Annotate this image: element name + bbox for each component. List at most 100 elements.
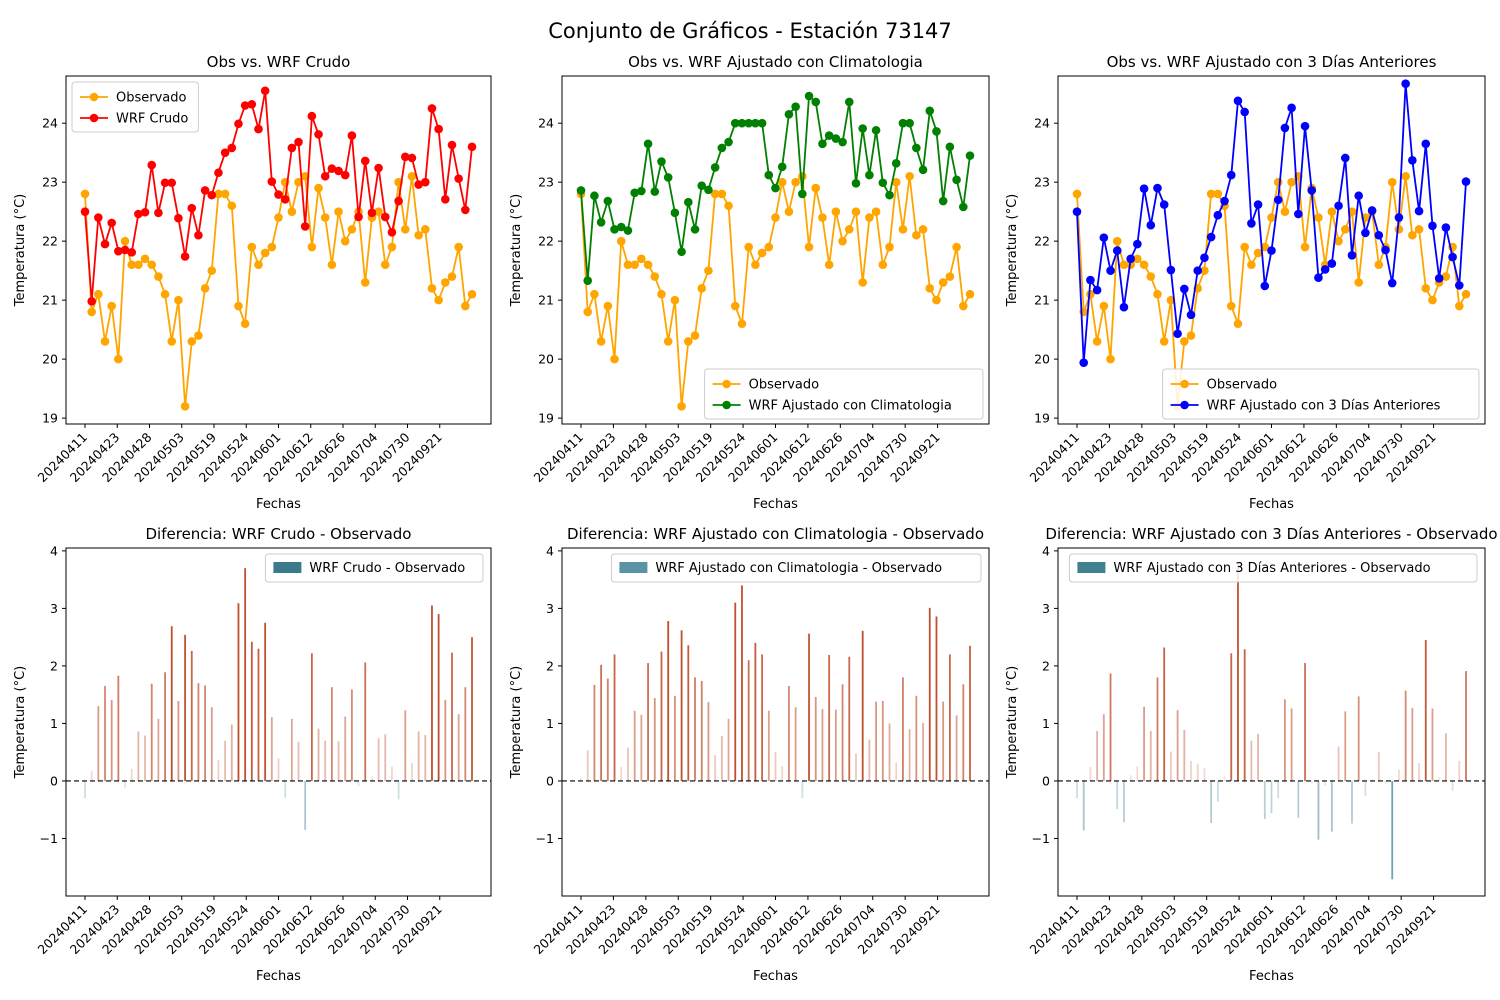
bar bbox=[1136, 766, 1139, 781]
data-point bbox=[347, 131, 357, 140]
bar bbox=[170, 626, 173, 781]
data-point bbox=[1247, 219, 1256, 228]
y-tick-label: 23 bbox=[538, 175, 554, 190]
data-point bbox=[1166, 265, 1176, 275]
data-point bbox=[1300, 242, 1310, 252]
bar bbox=[471, 637, 473, 781]
data-point bbox=[1253, 200, 1263, 209]
data-point bbox=[120, 236, 130, 246]
data-point bbox=[637, 254, 646, 264]
bar bbox=[1250, 740, 1253, 781]
chart-panel-5: Diferencia: WRF Ajustado con Climatologi… bbox=[509, 525, 990, 984]
data-point bbox=[154, 272, 163, 281]
bar bbox=[955, 715, 958, 781]
data-point bbox=[777, 162, 787, 172]
data-point bbox=[234, 119, 243, 129]
data-point bbox=[360, 278, 370, 287]
y-axis-label: Temperatura (°C) bbox=[509, 666, 524, 779]
data-point bbox=[838, 137, 847, 147]
data-point bbox=[697, 181, 707, 191]
data-point bbox=[965, 289, 975, 299]
data-point bbox=[751, 118, 760, 128]
data-point bbox=[885, 242, 894, 252]
panel-title: Diferencia: WRF Ajustado con Climatologi… bbox=[567, 525, 984, 543]
bar bbox=[1404, 690, 1407, 781]
bar bbox=[600, 664, 603, 781]
bar bbox=[1143, 706, 1145, 781]
data-point bbox=[1287, 103, 1296, 113]
data-point bbox=[187, 337, 197, 346]
data-point bbox=[380, 212, 390, 222]
bar bbox=[727, 718, 730, 781]
y-tick-label: 3 bbox=[50, 601, 58, 616]
data-point bbox=[327, 164, 337, 173]
data-point bbox=[932, 127, 941, 136]
y-tick-label: 3 bbox=[1042, 601, 1050, 616]
data-point bbox=[340, 236, 350, 246]
data-point bbox=[220, 189, 230, 199]
data-point bbox=[454, 174, 463, 183]
data-point bbox=[730, 118, 740, 128]
data-point bbox=[154, 208, 163, 218]
legend-patch bbox=[619, 562, 648, 573]
bar bbox=[1377, 752, 1380, 781]
bar bbox=[1438, 776, 1441, 781]
bar bbox=[895, 762, 898, 781]
bar bbox=[680, 630, 683, 781]
chart-panel-6: Diferencia: WRF Ajustado con 3 Días Ante… bbox=[1005, 525, 1498, 984]
bar bbox=[747, 660, 750, 781]
y-tick-label: 19 bbox=[1034, 411, 1050, 426]
y-tick-label: 1 bbox=[1042, 716, 1050, 731]
bar bbox=[788, 686, 790, 781]
data-point bbox=[798, 189, 807, 199]
bar bbox=[177, 701, 180, 781]
bar bbox=[640, 714, 643, 781]
data-point bbox=[952, 242, 961, 252]
bar bbox=[297, 741, 300, 781]
data-point bbox=[965, 151, 975, 160]
bar bbox=[404, 710, 407, 781]
bar bbox=[1196, 763, 1199, 781]
legend-entry: WRF Ajustado con 3 Días Anteriores - Obs… bbox=[1113, 561, 1430, 576]
data-point bbox=[1260, 281, 1270, 291]
data-point bbox=[1374, 260, 1384, 270]
y-tick-label: 22 bbox=[1034, 234, 1050, 249]
data-point bbox=[1180, 337, 1189, 346]
data-point bbox=[174, 295, 183, 305]
data-point bbox=[147, 260, 157, 270]
data-point bbox=[724, 201, 733, 211]
data-point bbox=[804, 242, 814, 252]
data-point bbox=[650, 187, 660, 196]
bar bbox=[217, 760, 220, 781]
bar bbox=[244, 568, 247, 781]
data-point bbox=[1327, 207, 1337, 216]
data-point bbox=[447, 272, 457, 281]
data-point bbox=[938, 196, 948, 206]
data-point bbox=[932, 295, 941, 305]
bar bbox=[1351, 780, 1353, 824]
y-tick-label: 24 bbox=[1034, 116, 1050, 131]
bar bbox=[1223, 776, 1226, 781]
bar bbox=[1424, 640, 1427, 781]
data-point bbox=[1226, 301, 1236, 311]
y-tick-label: 20 bbox=[1034, 352, 1050, 367]
chart-panel-2: Obs vs. WRF Ajustado con Climatologia 19 2… bbox=[509, 53, 990, 512]
bar bbox=[1364, 780, 1367, 796]
bar bbox=[1444, 733, 1447, 781]
data-point bbox=[1240, 242, 1249, 252]
bar bbox=[714, 755, 717, 781]
bar bbox=[371, 776, 373, 781]
bar bbox=[707, 702, 710, 781]
bar bbox=[586, 750, 589, 781]
bar bbox=[1304, 663, 1306, 781]
axes-frame bbox=[561, 75, 990, 425]
data-point bbox=[898, 118, 908, 128]
data-point bbox=[407, 153, 417, 163]
data-point bbox=[247, 242, 257, 252]
bar bbox=[237, 603, 240, 781]
figure-suptitle: Conjunto de Gráficos - Estación 73147 bbox=[548, 19, 952, 43]
data-point bbox=[684, 337, 693, 346]
data-point bbox=[1133, 254, 1142, 264]
data-point bbox=[905, 171, 914, 181]
